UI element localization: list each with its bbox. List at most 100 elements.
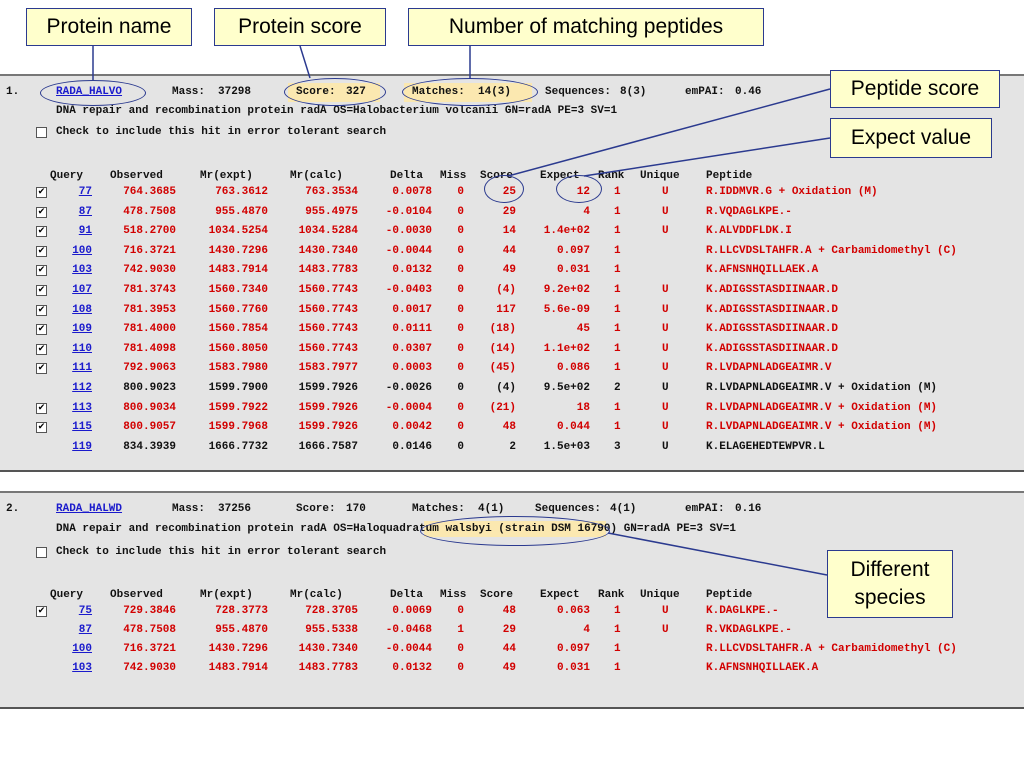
row-include-checkbox[interactable]: ✔ <box>36 206 47 218</box>
cell-score: 49 <box>502 264 516 277</box>
cell-score: 29 <box>502 205 516 218</box>
cell-observed: 800.9034 <box>123 401 176 414</box>
cell-score: 29 <box>502 624 516 636</box>
cell-query[interactable]: 77 <box>78 186 92 198</box>
cell-mr-expt: 1483.7914 <box>208 264 268 277</box>
cell-query[interactable]: 91 <box>78 225 92 238</box>
cell-peptide: R.IDDMVR.G + Oxidation (M) <box>706 186 878 198</box>
cell-query[interactable]: 115 <box>72 421 92 434</box>
cell-miss: 0 <box>457 382 464 394</box>
cell-unique: U <box>662 205 669 218</box>
cell-observed: 518.2700 <box>123 225 176 238</box>
row-include-checkbox[interactable]: ✔ <box>36 606 47 617</box>
cell-query[interactable]: 109 <box>72 323 92 336</box>
row-include-checkbox[interactable]: ✔ <box>36 265 47 277</box>
mass-value: 37256 <box>218 503 252 515</box>
cell-miss: 0 <box>457 264 464 277</box>
column-header: Rank <box>598 170 625 182</box>
cell-query[interactable]: 103 <box>72 264 92 277</box>
column-header: Score <box>480 589 514 601</box>
cell-query[interactable]: 87 <box>78 624 92 636</box>
error-tolerant-checkbox[interactable] <box>36 127 47 138</box>
cell-expect: 1.5e+03 <box>543 440 590 453</box>
cell-query[interactable]: 87 <box>78 205 92 218</box>
row-include-checkbox[interactable]: ✔ <box>36 285 47 296</box>
cell-query[interactable]: 119 <box>72 440 92 453</box>
hit-index: 1. <box>6 86 20 98</box>
row-include-checkbox[interactable]: ✔ <box>36 363 47 375</box>
cell-expect: 0.063 <box>556 605 590 617</box>
cell-mr-calc: 1034.5284 <box>298 225 358 238</box>
cell-mr-calc: 1483.7783 <box>298 662 358 674</box>
cell-score: (45) <box>489 362 516 375</box>
cell-query[interactable]: 100 <box>72 244 92 257</box>
cell-mr-calc: 1666.7587 <box>298 440 358 453</box>
row-include-checkbox[interactable]: ✔ <box>36 324 47 336</box>
cell-query[interactable]: 112 <box>72 382 92 394</box>
cell-query[interactable]: 100 <box>72 643 92 655</box>
cell-query[interactable]: 110 <box>72 342 92 355</box>
mass-label: Mass: <box>172 503 206 515</box>
row-include-checkbox[interactable]: ✔ <box>36 304 47 316</box>
cell-score: 48 <box>502 605 516 617</box>
column-header: Miss <box>440 170 467 182</box>
cell-mr-expt: 1666.7732 <box>208 440 268 453</box>
protein-accession-link[interactable]: RADA_HALWD <box>56 503 123 515</box>
column-header: Delta <box>390 170 424 182</box>
cell-mr-expt: 955.4870 <box>215 205 268 218</box>
cell-peptide: K.ALVDDFLDK.I <box>706 225 792 238</box>
cell-mr-expt: 1034.5254 <box>208 225 268 238</box>
sequences-label: Sequences: <box>545 86 612 98</box>
cell-score: (18) <box>489 323 516 336</box>
row-include-checkbox[interactable]: ✔ <box>36 187 47 198</box>
cell-query[interactable]: 103 <box>72 662 92 674</box>
cell-score: (14) <box>489 342 516 355</box>
cell-mr-expt: 1483.7914 <box>208 662 268 674</box>
column-header: Mr(expt) <box>200 589 253 601</box>
row-include-checkbox[interactable]: ✔ <box>36 343 47 355</box>
row-include-checkbox[interactable]: ✔ <box>36 402 47 414</box>
cell-query[interactable]: 107 <box>72 284 92 296</box>
cell-miss: 0 <box>457 362 464 375</box>
cell-peptide: K.AFNSNHQILLAEK.A <box>706 264 819 277</box>
cell-expect: 4 <box>583 624 590 636</box>
cell-mr-expt: 1560.7340 <box>208 284 268 296</box>
error-tolerant-checkbox[interactable] <box>36 547 47 558</box>
cell-mr-expt: 1599.7968 <box>208 421 268 434</box>
cell-query[interactable]: 113 <box>72 401 92 414</box>
cell-peptide: K.DAGLKPE.- <box>706 605 779 617</box>
cell-delta: 0.0111 <box>392 323 432 336</box>
cell-rank: 1 <box>614 421 621 434</box>
row-include-checkbox[interactable]: ✔ <box>36 245 47 257</box>
hit-index: 2. <box>6 503 20 515</box>
cell-expect: 9.5e+02 <box>543 382 590 394</box>
cell-miss: 0 <box>457 643 464 655</box>
callout-protein-name: Protein name <box>26 8 192 46</box>
column-header: Mr(calc) <box>290 589 343 601</box>
cell-query[interactable]: 75 <box>78 605 92 617</box>
cell-delta: -0.0026 <box>385 382 432 394</box>
cell-unique: U <box>662 440 669 453</box>
callout-peptide-score: Peptide score <box>830 70 1000 108</box>
cell-observed: 781.4098 <box>123 342 176 355</box>
row-include-checkbox[interactable]: ✔ <box>36 226 47 238</box>
cell-score: 49 <box>502 662 516 674</box>
cell-delta: 0.0003 <box>392 362 432 375</box>
column-header: Query <box>50 170 84 182</box>
matches-ellipse <box>402 78 538 106</box>
cell-mr-expt: 1560.7854 <box>208 323 268 336</box>
cell-delta: -0.0104 <box>385 205 432 218</box>
cell-observed: 716.3721 <box>123 643 176 655</box>
cell-observed: 781.4000 <box>123 323 176 336</box>
cell-delta: 0.0017 <box>392 303 432 316</box>
cell-mr-calc: 1583.7977 <box>298 362 358 375</box>
cell-query[interactable]: 108 <box>72 303 92 316</box>
cell-peptide: R.LVDAPNLADGEAIMR.V <box>706 362 832 375</box>
cell-observed: 764.3685 <box>123 186 176 198</box>
protein-description: DNA repair and recombination protein rad… <box>56 523 736 535</box>
callout-expect-value: Expect value <box>830 118 992 158</box>
row-include-checkbox[interactable]: ✔ <box>36 422 47 434</box>
cell-score: 14 <box>502 225 516 238</box>
cell-query[interactable]: 111 <box>72 362 92 375</box>
cell-unique: U <box>662 342 669 355</box>
